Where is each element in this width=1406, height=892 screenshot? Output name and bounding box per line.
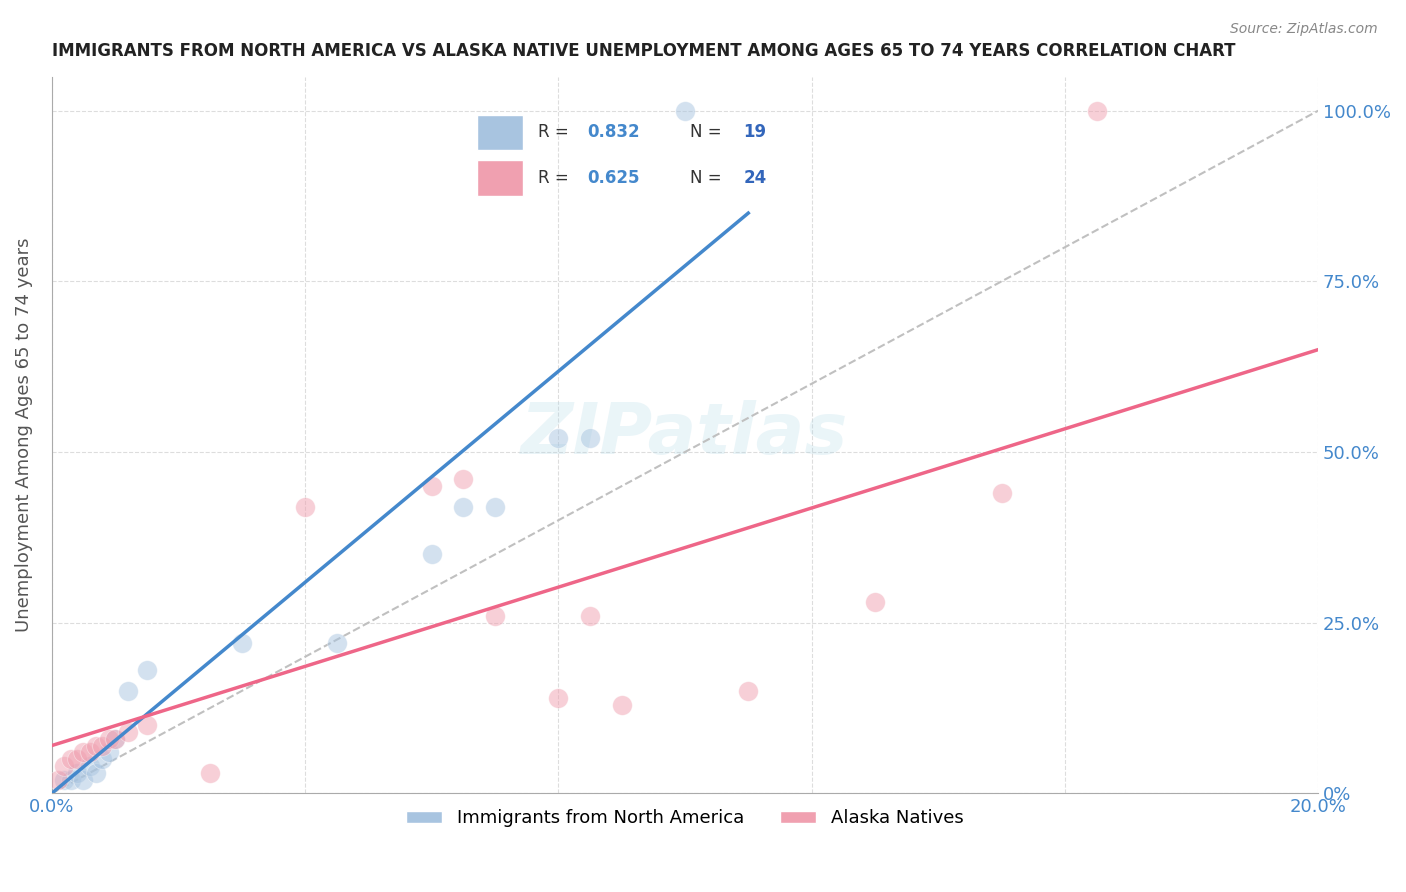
Point: [420, 479, 443, 493]
Point: [72, 745, 94, 759]
Point: [97, 745, 120, 759]
Point: [53, 759, 76, 773]
Point: [673, 103, 696, 118]
Point: [91, 752, 114, 766]
Point: [737, 684, 759, 698]
Point: [579, 431, 602, 445]
Point: [72, 772, 94, 787]
Point: [84, 739, 107, 753]
Point: [294, 500, 316, 514]
Point: [231, 636, 253, 650]
Point: [325, 636, 347, 650]
Point: [135, 664, 157, 678]
Point: [97, 731, 120, 746]
Point: [610, 698, 633, 712]
Point: [104, 731, 127, 746]
Point: [420, 548, 443, 562]
Point: [135, 718, 157, 732]
Text: Source: ZipAtlas.com: Source: ZipAtlas.com: [1230, 22, 1378, 37]
Text: ZIPatlas: ZIPatlas: [522, 401, 849, 469]
Point: [46, 772, 69, 787]
Point: [990, 486, 1012, 500]
Point: [59, 752, 82, 766]
Point: [863, 595, 886, 609]
Point: [84, 765, 107, 780]
Text: IMMIGRANTS FROM NORTH AMERICA VS ALASKA NATIVE UNEMPLOYMENT AMONG AGES 65 TO 74 : IMMIGRANTS FROM NORTH AMERICA VS ALASKA …: [52, 42, 1236, 60]
Point: [453, 472, 475, 486]
Point: [484, 608, 506, 623]
Point: [79, 745, 101, 759]
Y-axis label: Unemployment Among Ages 65 to 74 years: Unemployment Among Ages 65 to 74 years: [15, 238, 32, 632]
Point: [547, 690, 569, 705]
Point: [66, 765, 89, 780]
Point: [117, 684, 139, 698]
Point: [484, 500, 506, 514]
Point: [79, 759, 101, 773]
Point: [53, 772, 76, 787]
Point: [66, 752, 89, 766]
Point: [547, 431, 569, 445]
Point: [453, 500, 475, 514]
Point: [198, 765, 221, 780]
Point: [59, 772, 82, 787]
Point: [104, 731, 127, 746]
Point: [117, 725, 139, 739]
Point: [91, 739, 114, 753]
Point: [579, 608, 602, 623]
Legend: Immigrants from North America, Alaska Natives: Immigrants from North America, Alaska Na…: [399, 802, 970, 835]
Point: [1085, 103, 1108, 118]
